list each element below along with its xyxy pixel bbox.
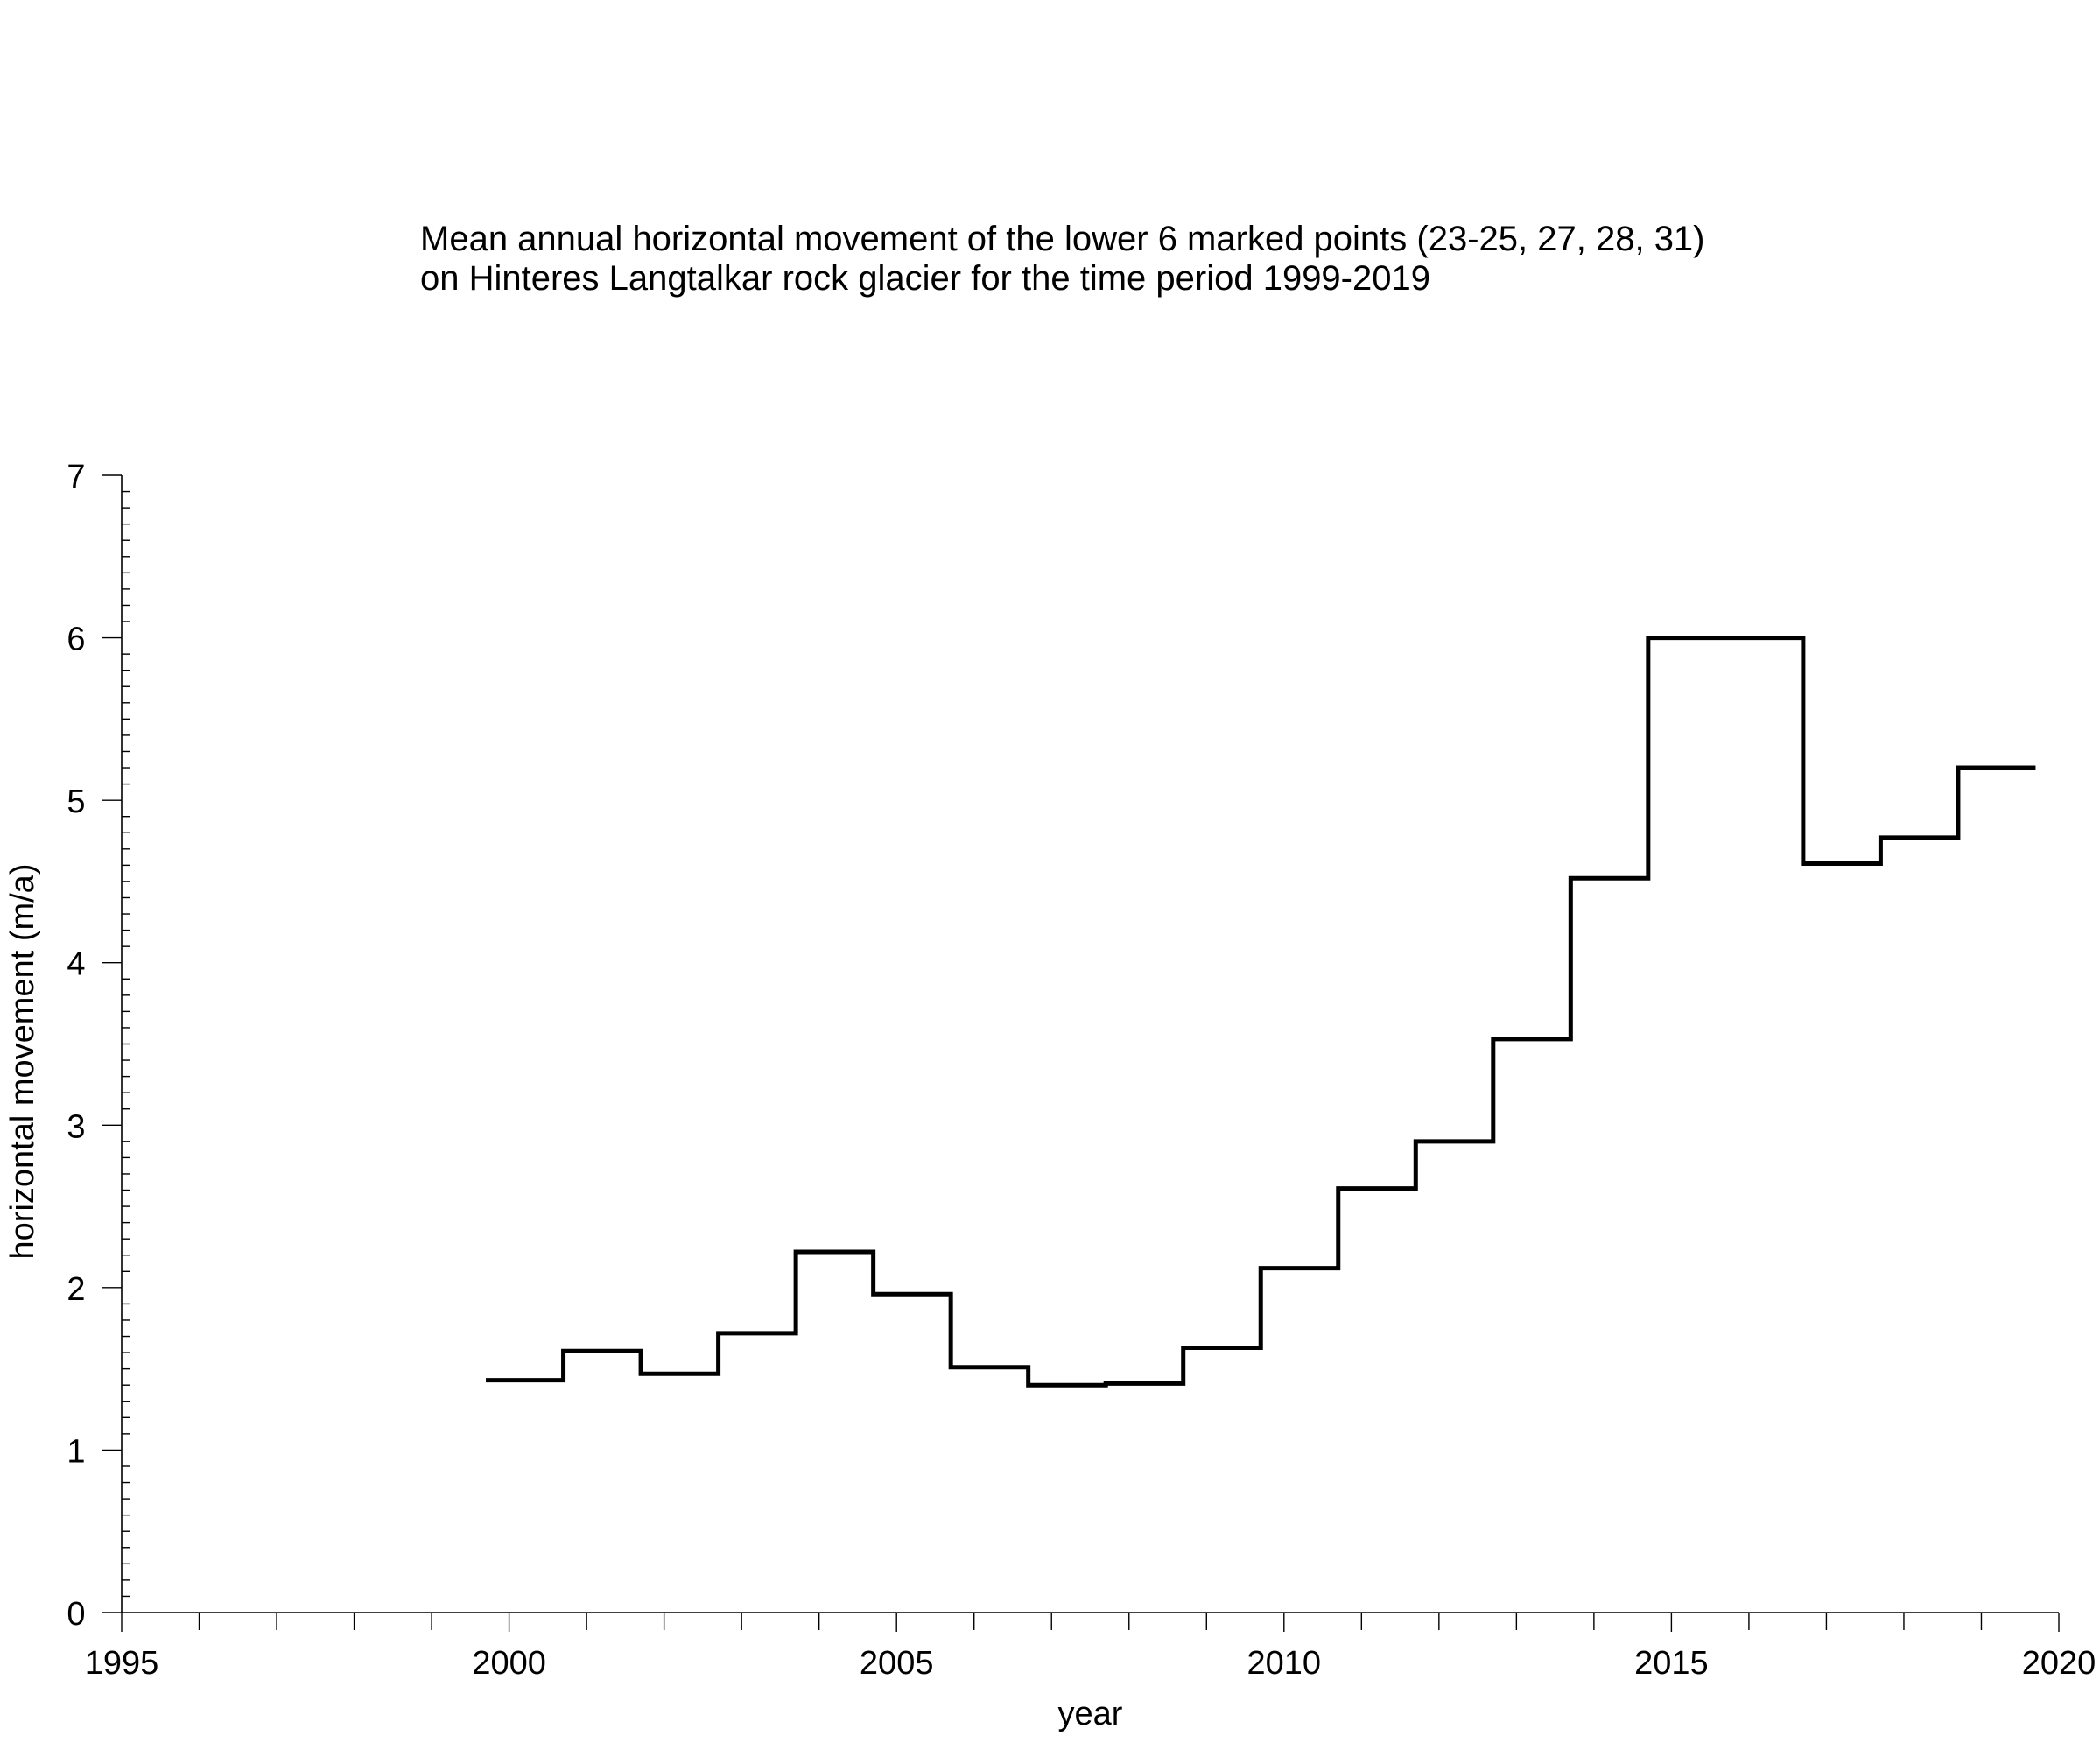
chart-title: Mean annual horizontal movement of the l… xyxy=(420,220,1705,298)
chart-title-line-2: on Hinteres Langtalkar rock glacier for … xyxy=(420,259,1430,298)
y-tick-label: 3 xyxy=(67,1108,85,1145)
tick-labels: 0 1 2 3 4 5 6 7 1995 2000 2005 2010 2015 2020 xyxy=(67,459,2096,1682)
x-tick-label: 2015 xyxy=(1634,1645,1709,1682)
x-tick-label: 1995 xyxy=(85,1645,159,1682)
y-tick-label: 6 xyxy=(67,622,85,658)
y-axis-label: horizontal movement (m/a) xyxy=(4,864,41,1260)
y-tick-label: 0 xyxy=(67,1596,85,1633)
chart-title-line-1: Mean annual horizontal movement of the l… xyxy=(420,220,1705,258)
x-tick-label: 2000 xyxy=(472,1645,546,1682)
series-step-line xyxy=(486,636,2036,1388)
series-group xyxy=(486,636,2036,1388)
y-tick-label: 4 xyxy=(67,946,85,983)
y-tick-label: 5 xyxy=(67,784,85,820)
y-tick-label: 2 xyxy=(67,1271,85,1308)
axes xyxy=(121,475,2059,1613)
x-tick-label: 2005 xyxy=(860,1645,934,1682)
x-tick-label: 2010 xyxy=(1247,1645,1322,1682)
y-tick-label: 1 xyxy=(67,1433,85,1470)
ticks xyxy=(102,474,2060,1632)
x-tick-label: 2020 xyxy=(2022,1645,2096,1682)
y-tick-label: 7 xyxy=(67,459,85,495)
x-axis-label: year xyxy=(1058,1696,1123,1732)
